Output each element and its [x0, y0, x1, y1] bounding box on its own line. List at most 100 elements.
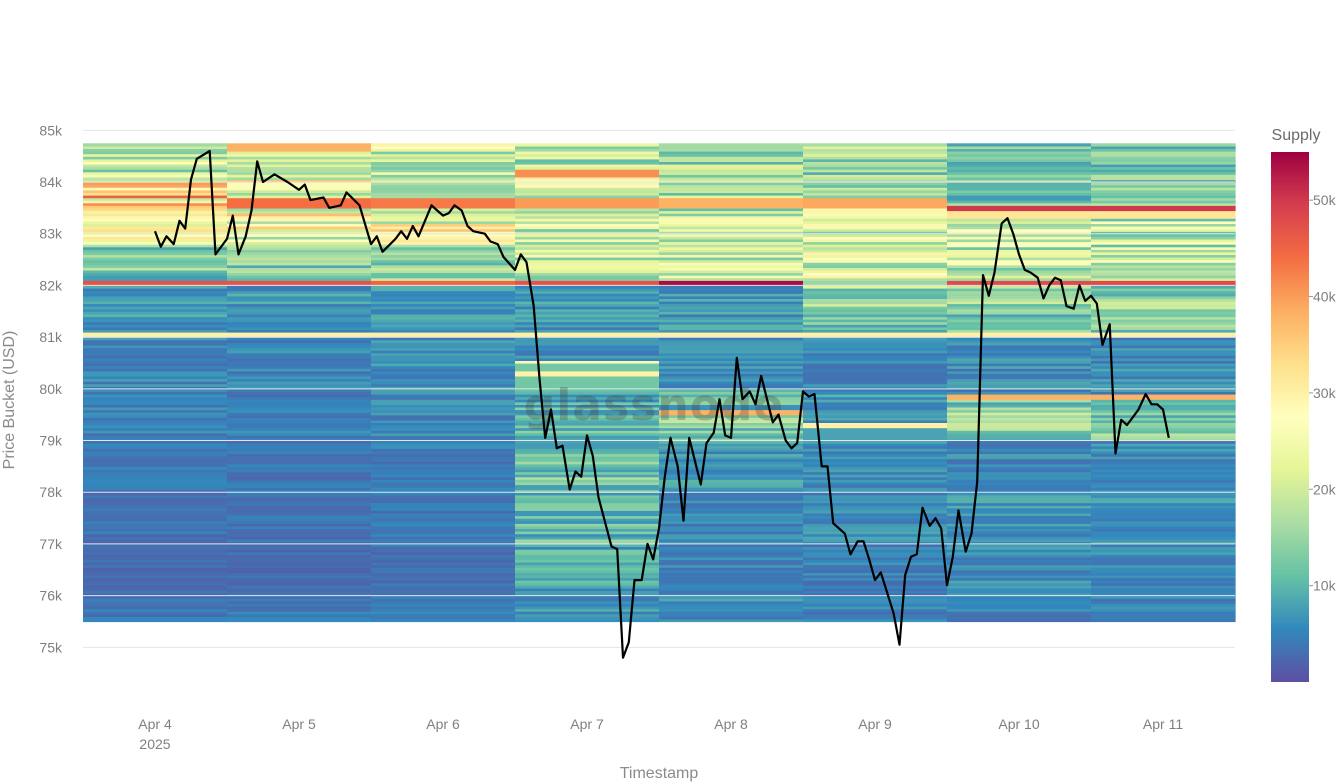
heatmap-cell [803, 272, 948, 276]
heatmap-cell [515, 598, 660, 602]
heatmap-cell [371, 363, 516, 367]
heatmap-cell [803, 611, 948, 615]
heatmap-cell [515, 582, 660, 586]
heatmap-cell [803, 551, 948, 555]
heatmap-cell [515, 546, 660, 550]
heatmap-cell [659, 166, 804, 170]
heatmap-cell [227, 332, 372, 336]
heatmap-cell [83, 505, 228, 509]
heatmap-cell [947, 562, 1092, 566]
heatmap-cell [947, 233, 1092, 237]
heatmap-cell [515, 512, 660, 517]
heatmap-cell [371, 525, 516, 529]
heatmap-cell [947, 479, 1092, 483]
heatmap-cell [1091, 319, 1236, 323]
heatmap-cell [515, 334, 660, 338]
heatmap-cell [83, 324, 228, 328]
heatmap-cell [659, 481, 804, 486]
heatmap-cell [803, 564, 948, 568]
heatmap-cell [83, 182, 228, 186]
heatmap-cell [803, 497, 948, 501]
heatmap-cell [947, 432, 1092, 436]
heatmap-cell [947, 600, 1092, 604]
heatmap-cell [803, 373, 948, 377]
heatmap-cell [371, 404, 516, 408]
heatmap-cell [371, 414, 516, 418]
x-axis-title: Timestamp [620, 765, 699, 782]
heatmap-cell [227, 182, 372, 186]
heatmap-cell [371, 518, 516, 522]
heatmap-cell [1091, 223, 1236, 227]
heatmap-cell [371, 251, 516, 255]
heatmap-cell [371, 567, 516, 571]
heatmap-cell [803, 520, 948, 524]
heatmap-cell [371, 218, 516, 222]
heatmap-cell [83, 458, 228, 462]
heatmap-cell [83, 365, 228, 369]
heatmap-cell [515, 593, 660, 597]
heatmap-cell [227, 262, 372, 266]
heatmap-cell [83, 419, 228, 423]
heatmap-cell [83, 269, 228, 274]
heatmap-cell [515, 215, 660, 219]
heatmap-cell [227, 306, 372, 310]
heatmap-cell [803, 282, 948, 286]
heatmap-cell [803, 329, 948, 333]
heatmap-cell [371, 396, 516, 400]
heatmap-cell [659, 163, 804, 168]
heatmap-cell [515, 564, 660, 568]
heatmap-cell [659, 445, 804, 449]
heatmap-cell [515, 153, 660, 157]
heatmap-cell [227, 334, 372, 338]
heatmap-cell [659, 308, 804, 312]
heatmap-cell [83, 378, 228, 382]
heatmap-cell [515, 523, 660, 527]
heatmap-cell [947, 383, 1092, 387]
heatmap-cell [659, 267, 804, 271]
heatmap-cell [659, 373, 804, 377]
heatmap-cell [515, 406, 660, 411]
heatmap-cell [227, 531, 372, 535]
heatmap-cell [227, 611, 372, 615]
heatmap-cell [947, 461, 1092, 465]
heatmap-cell [803, 598, 948, 602]
heatmap-cell [1091, 396, 1236, 400]
heatmap-cell [803, 484, 948, 488]
heatmap-cell [1091, 505, 1236, 509]
heatmap-cell [659, 257, 804, 261]
heatmap-cell [659, 226, 804, 230]
heatmap-cell [1091, 282, 1236, 286]
heatmap-cell [371, 262, 516, 266]
heatmap-cell [947, 319, 1092, 323]
heatmap-cell [371, 618, 516, 623]
heatmap-cell [1091, 600, 1236, 604]
heatmap-cell [803, 512, 948, 517]
heatmap-cell [659, 161, 804, 165]
heatmap-cell [371, 448, 516, 452]
heatmap-cell [1091, 300, 1236, 305]
heatmap-cell [1091, 197, 1236, 201]
heatmap-cell [371, 298, 516, 302]
heatmap-cell [1091, 531, 1236, 535]
heatmap-cell [515, 458, 660, 462]
heatmap-cell [947, 409, 1092, 413]
heatmap-cell [83, 525, 228, 529]
heatmap-cell [659, 171, 804, 175]
heatmap-cell [515, 344, 660, 349]
heatmap-cell [803, 326, 948, 330]
heatmap-cell [515, 531, 660, 535]
heatmap-cell [83, 161, 228, 165]
heatmap-cell [227, 512, 372, 517]
heatmap-cell [1091, 251, 1236, 255]
heatmap-cell [803, 174, 948, 178]
heatmap-cell [659, 192, 804, 196]
heatmap-cell [83, 352, 228, 356]
heatmap-cell [83, 497, 228, 501]
heatmap-cell [659, 469, 804, 473]
y-gridlines [83, 129, 1235, 648]
heatmap-cell [1091, 189, 1236, 193]
heatmap-cell [83, 339, 228, 343]
heatmap-cell [371, 391, 516, 395]
heatmap-cell [803, 476, 948, 480]
heatmap-cell [803, 368, 948, 372]
